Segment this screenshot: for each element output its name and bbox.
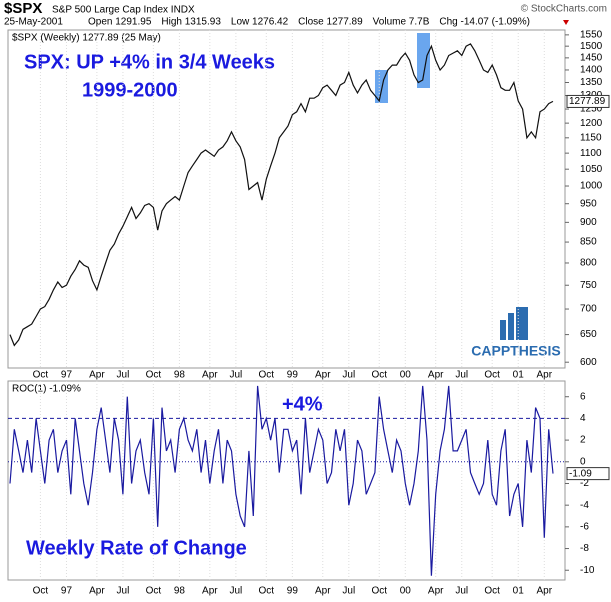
series-line [9, 43, 554, 347]
down-arrow [563, 20, 569, 25]
stats: Open 1291.95 High 1315.93 Low 1276.42 Close… [88, 17, 530, 28]
x-tick-label: 97 [61, 370, 73, 381]
x-tick-label: Apr [202, 370, 218, 381]
y-tick-label: 1200 [580, 118, 603, 129]
y-tick-label: 650 [580, 329, 597, 340]
credit: © StockCharts.com [521, 4, 607, 15]
x-tick-label: Apr [89, 586, 105, 597]
x-tick-label: 98 [174, 586, 186, 597]
y-tick-label: 1400 [580, 65, 603, 76]
date: 25-May-2001 [4, 17, 63, 28]
x-tick-label: Apr [202, 586, 218, 597]
x-tick-label: Oct [33, 586, 49, 597]
y-tick-label: -4 [580, 500, 589, 511]
last-value-label: 1277.89 [569, 96, 606, 107]
x-tick-label: Oct [259, 370, 275, 381]
x-tick-label: 99 [287, 586, 299, 597]
x-tick-label: 01 [513, 586, 525, 597]
x-tick-label: Oct [146, 370, 162, 381]
y-tick-label: 1050 [580, 164, 603, 175]
y-tick-label: 850 [580, 237, 597, 248]
last-value-label: -1.09 [569, 468, 592, 479]
y-tick-label: 700 [580, 304, 597, 315]
price-panel [7, 29, 566, 369]
y-tick-label: 1450 [580, 53, 603, 64]
annotation: 1999-2000 [82, 79, 178, 101]
x-tick-label: Jul [229, 370, 242, 381]
x-tick-label: 97 [61, 586, 73, 597]
x-tick-label: Oct [484, 586, 500, 597]
x-tick-label: 99 [287, 370, 299, 381]
stat: Low 1276.42 [231, 17, 289, 28]
y-tick-label: 900 [580, 217, 597, 228]
y-tick-label: 750 [580, 280, 597, 291]
symbol: $SPX [4, 0, 42, 17]
roc-panel [7, 380, 566, 581]
stat: Volume 7.7B [373, 17, 430, 28]
legend: $SPX (Weekly) 1277.89 (25 May) [12, 33, 161, 44]
y-tick-label: 600 [580, 357, 597, 368]
annotation: +4% [282, 393, 323, 415]
x-tick-label: Jul [117, 586, 130, 597]
y-tick-label: 950 [580, 198, 597, 209]
y-tick-label: -10 [580, 565, 595, 576]
x-tick-label: Apr [537, 370, 553, 381]
x-tick-label: Oct [371, 586, 387, 597]
legend: ROC(1) -1.09% [12, 384, 81, 395]
logo-icon [500, 307, 528, 340]
series-line [9, 385, 554, 576]
y-tick-label: -8 [580, 543, 589, 554]
x-tick-label: Jul [117, 370, 130, 381]
x-tick-label: 01 [513, 370, 525, 381]
index-name: S&P 500 Large Cap Index INDX [52, 5, 195, 16]
y-tick-label: -6 [580, 522, 589, 533]
y-tick-label: 2 [580, 435, 586, 446]
x-tick-label: 00 [400, 370, 412, 381]
x-tick-label: 98 [174, 370, 186, 381]
x-tick-label: Jul [342, 370, 355, 381]
x-tick-label: Oct [484, 370, 500, 381]
x-tick-label: 00 [400, 586, 412, 597]
stat: Open 1291.95 [88, 17, 152, 28]
annotation: Weekly Rate of Change [26, 537, 247, 559]
x-tick-label: Oct [146, 586, 162, 597]
stat: Close 1277.89 [298, 17, 363, 28]
y-tick-label: 0 [580, 456, 586, 467]
x-tick-label: Apr [315, 586, 331, 597]
x-tick-label: Jul [342, 586, 355, 597]
stat: High 1315.93 [161, 17, 221, 28]
x-tick-label: Apr [428, 370, 444, 381]
y-tick-label: 1250 [580, 104, 603, 115]
x-tick-label: Oct [33, 370, 49, 381]
last-value-box [566, 94, 610, 108]
last-value-box [566, 467, 610, 481]
y-tick-label: 1550 [580, 30, 603, 41]
y-tick-label: 1150 [580, 132, 602, 143]
y-tick-label: -2 [580, 478, 589, 489]
y-tick-label: 800 [580, 258, 597, 269]
stat: Chg -14.07 (-1.09%) [439, 17, 530, 28]
x-tick-label: Apr [537, 586, 553, 597]
annotation: SPX: UP +4% in 3/4 Weeks [24, 51, 275, 73]
y-tick-label: 1000 [580, 181, 603, 192]
x-tick-label: Oct [371, 370, 387, 381]
x-tick-label: Apr [428, 586, 444, 597]
y-tick-label: 6 [580, 391, 586, 402]
y-tick-label: 1350 [580, 77, 603, 88]
x-tick-label: Jul [455, 370, 468, 381]
x-tick-label: Apr [315, 370, 331, 381]
x-tick-label: Oct [259, 586, 275, 597]
x-tick-label: Jul [229, 586, 242, 597]
y-tick-label: 1500 [580, 41, 603, 52]
logo: CAPPTHESIS [471, 343, 560, 359]
x-tick-label: Jul [455, 586, 468, 597]
y-tick-label: 4 [580, 413, 586, 424]
highlight [417, 33, 430, 88]
x-tick-label: Apr [89, 370, 105, 381]
y-tick-label: 1100 [580, 148, 602, 159]
